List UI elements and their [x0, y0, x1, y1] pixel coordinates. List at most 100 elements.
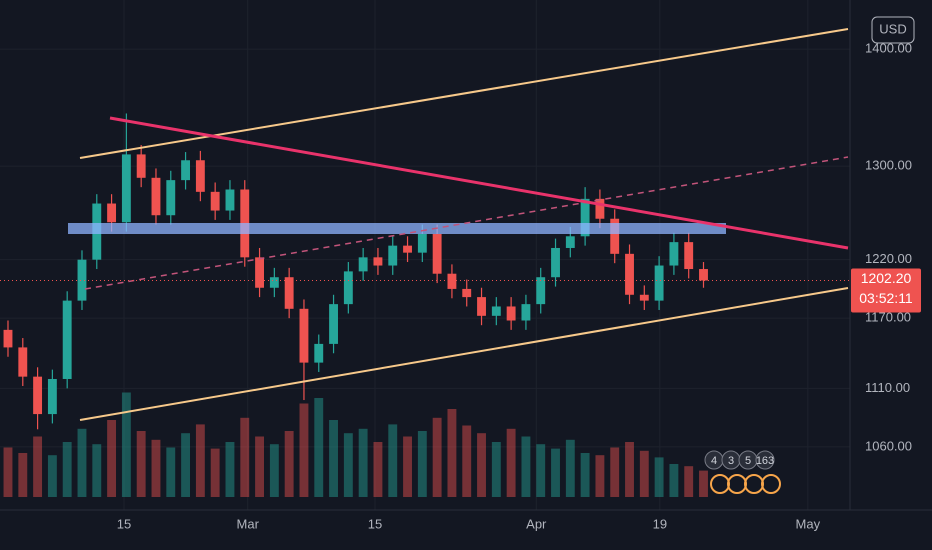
candle-body — [181, 160, 191, 181]
volume-bar — [329, 420, 338, 497]
volume-bar — [417, 431, 427, 497]
candle-body — [210, 191, 220, 211]
candle-body — [77, 259, 87, 301]
last-price-label: 1202.20 — [861, 270, 912, 286]
volume-bar — [491, 442, 501, 497]
volume-bar — [33, 436, 43, 497]
volume-bar — [225, 442, 235, 497]
candle-body — [314, 343, 324, 363]
countdown: 03:52:11 — [859, 290, 913, 306]
volume-bar — [62, 442, 72, 497]
zone — [68, 223, 726, 234]
volume-bar — [595, 455, 605, 497]
volume-bar — [506, 428, 516, 497]
candle-body — [521, 304, 531, 321]
trendline — [109, 116, 849, 250]
candle-body — [195, 160, 205, 192]
volume-bar — [314, 398, 324, 497]
candle-body — [654, 265, 664, 301]
event-count: 163 — [756, 455, 774, 467]
candle-body — [625, 253, 634, 295]
volume-bar — [358, 428, 368, 497]
volume-bar — [669, 464, 679, 497]
volume-bar — [343, 433, 353, 497]
last-price-badge — [851, 268, 921, 313]
candle-body — [580, 198, 590, 237]
candle-body — [269, 277, 279, 288]
volume-bar — [136, 431, 146, 497]
candle-body — [699, 269, 708, 281]
volume-bar — [388, 424, 398, 497]
currency-badge[interactable] — [871, 16, 915, 44]
candle-body — [565, 236, 575, 248]
volume-layer — [0, 0, 850, 510]
candle-body — [551, 247, 560, 278]
event-icon — [755, 450, 775, 470]
y-tick-label: 1220.00 — [865, 251, 912, 266]
volume-bar — [77, 428, 87, 497]
x-tick-label: Mar — [237, 516, 260, 531]
candle-body — [358, 257, 368, 272]
volume-bar — [699, 470, 708, 497]
candle-body — [684, 242, 694, 270]
x-tick-label: 19 — [653, 516, 667, 531]
volume-bar — [373, 442, 383, 497]
y-tick-label: 1300.00 — [865, 158, 912, 173]
event-ring — [761, 474, 781, 494]
candle-body — [432, 233, 442, 274]
volume-bar — [92, 444, 102, 497]
event-count: 5 — [745, 455, 751, 467]
channel-mid — [84, 156, 849, 290]
volume-bar — [166, 447, 176, 497]
event-count: 3 — [728, 455, 734, 467]
volume-bar — [536, 444, 546, 497]
candle-body — [33, 376, 43, 415]
volume-bar — [447, 409, 457, 497]
volume-bar — [684, 466, 694, 497]
candle-body — [447, 273, 457, 289]
candle-body — [477, 297, 486, 316]
candle-body — [225, 189, 235, 211]
candle-body — [403, 245, 412, 253]
candle-body — [136, 154, 146, 178]
y-tick-label: 1400.00 — [865, 41, 912, 56]
volume-bar — [195, 424, 205, 497]
volume-bar — [210, 448, 220, 497]
volume-bar — [610, 447, 620, 497]
volume-bar — [151, 439, 161, 497]
candle-body — [373, 257, 383, 266]
candle-body — [299, 308, 309, 363]
volume-bar — [47, 455, 57, 497]
candle-body — [3, 329, 13, 348]
volume-bar — [403, 436, 412, 497]
candle-body — [284, 277, 294, 309]
volume-bar — [654, 457, 664, 497]
volume-bar — [299, 403, 309, 497]
candle-body — [62, 300, 72, 379]
volume-bar — [551, 448, 560, 497]
candle-body — [107, 203, 117, 223]
x-tick-label: May — [796, 516, 821, 531]
volume-bar — [565, 439, 575, 497]
candle-body — [462, 288, 472, 298]
candle-body — [388, 245, 398, 266]
volume-bar — [269, 444, 279, 497]
candle-body — [151, 177, 161, 216]
currency: USD — [879, 21, 906, 36]
candle-body — [121, 154, 131, 223]
candle-body — [417, 233, 427, 253]
volume-bar — [3, 447, 13, 497]
candle-body — [255, 257, 264, 288]
y-tick-label: 1060.00 — [865, 438, 912, 453]
candle-body — [536, 277, 546, 305]
volume-bar — [107, 420, 117, 497]
event-count: 4 — [711, 455, 717, 467]
y-tick-label: 1170.00 — [865, 310, 911, 325]
candle-body — [639, 294, 649, 301]
candle-body — [506, 306, 516, 321]
x-tick-label: 15 — [117, 516, 131, 531]
volume-bar — [181, 433, 191, 497]
axis-layer: 1060.00 1110.00 1170.00 1220.00 1300.00 1400.… — [0, 41, 921, 531]
